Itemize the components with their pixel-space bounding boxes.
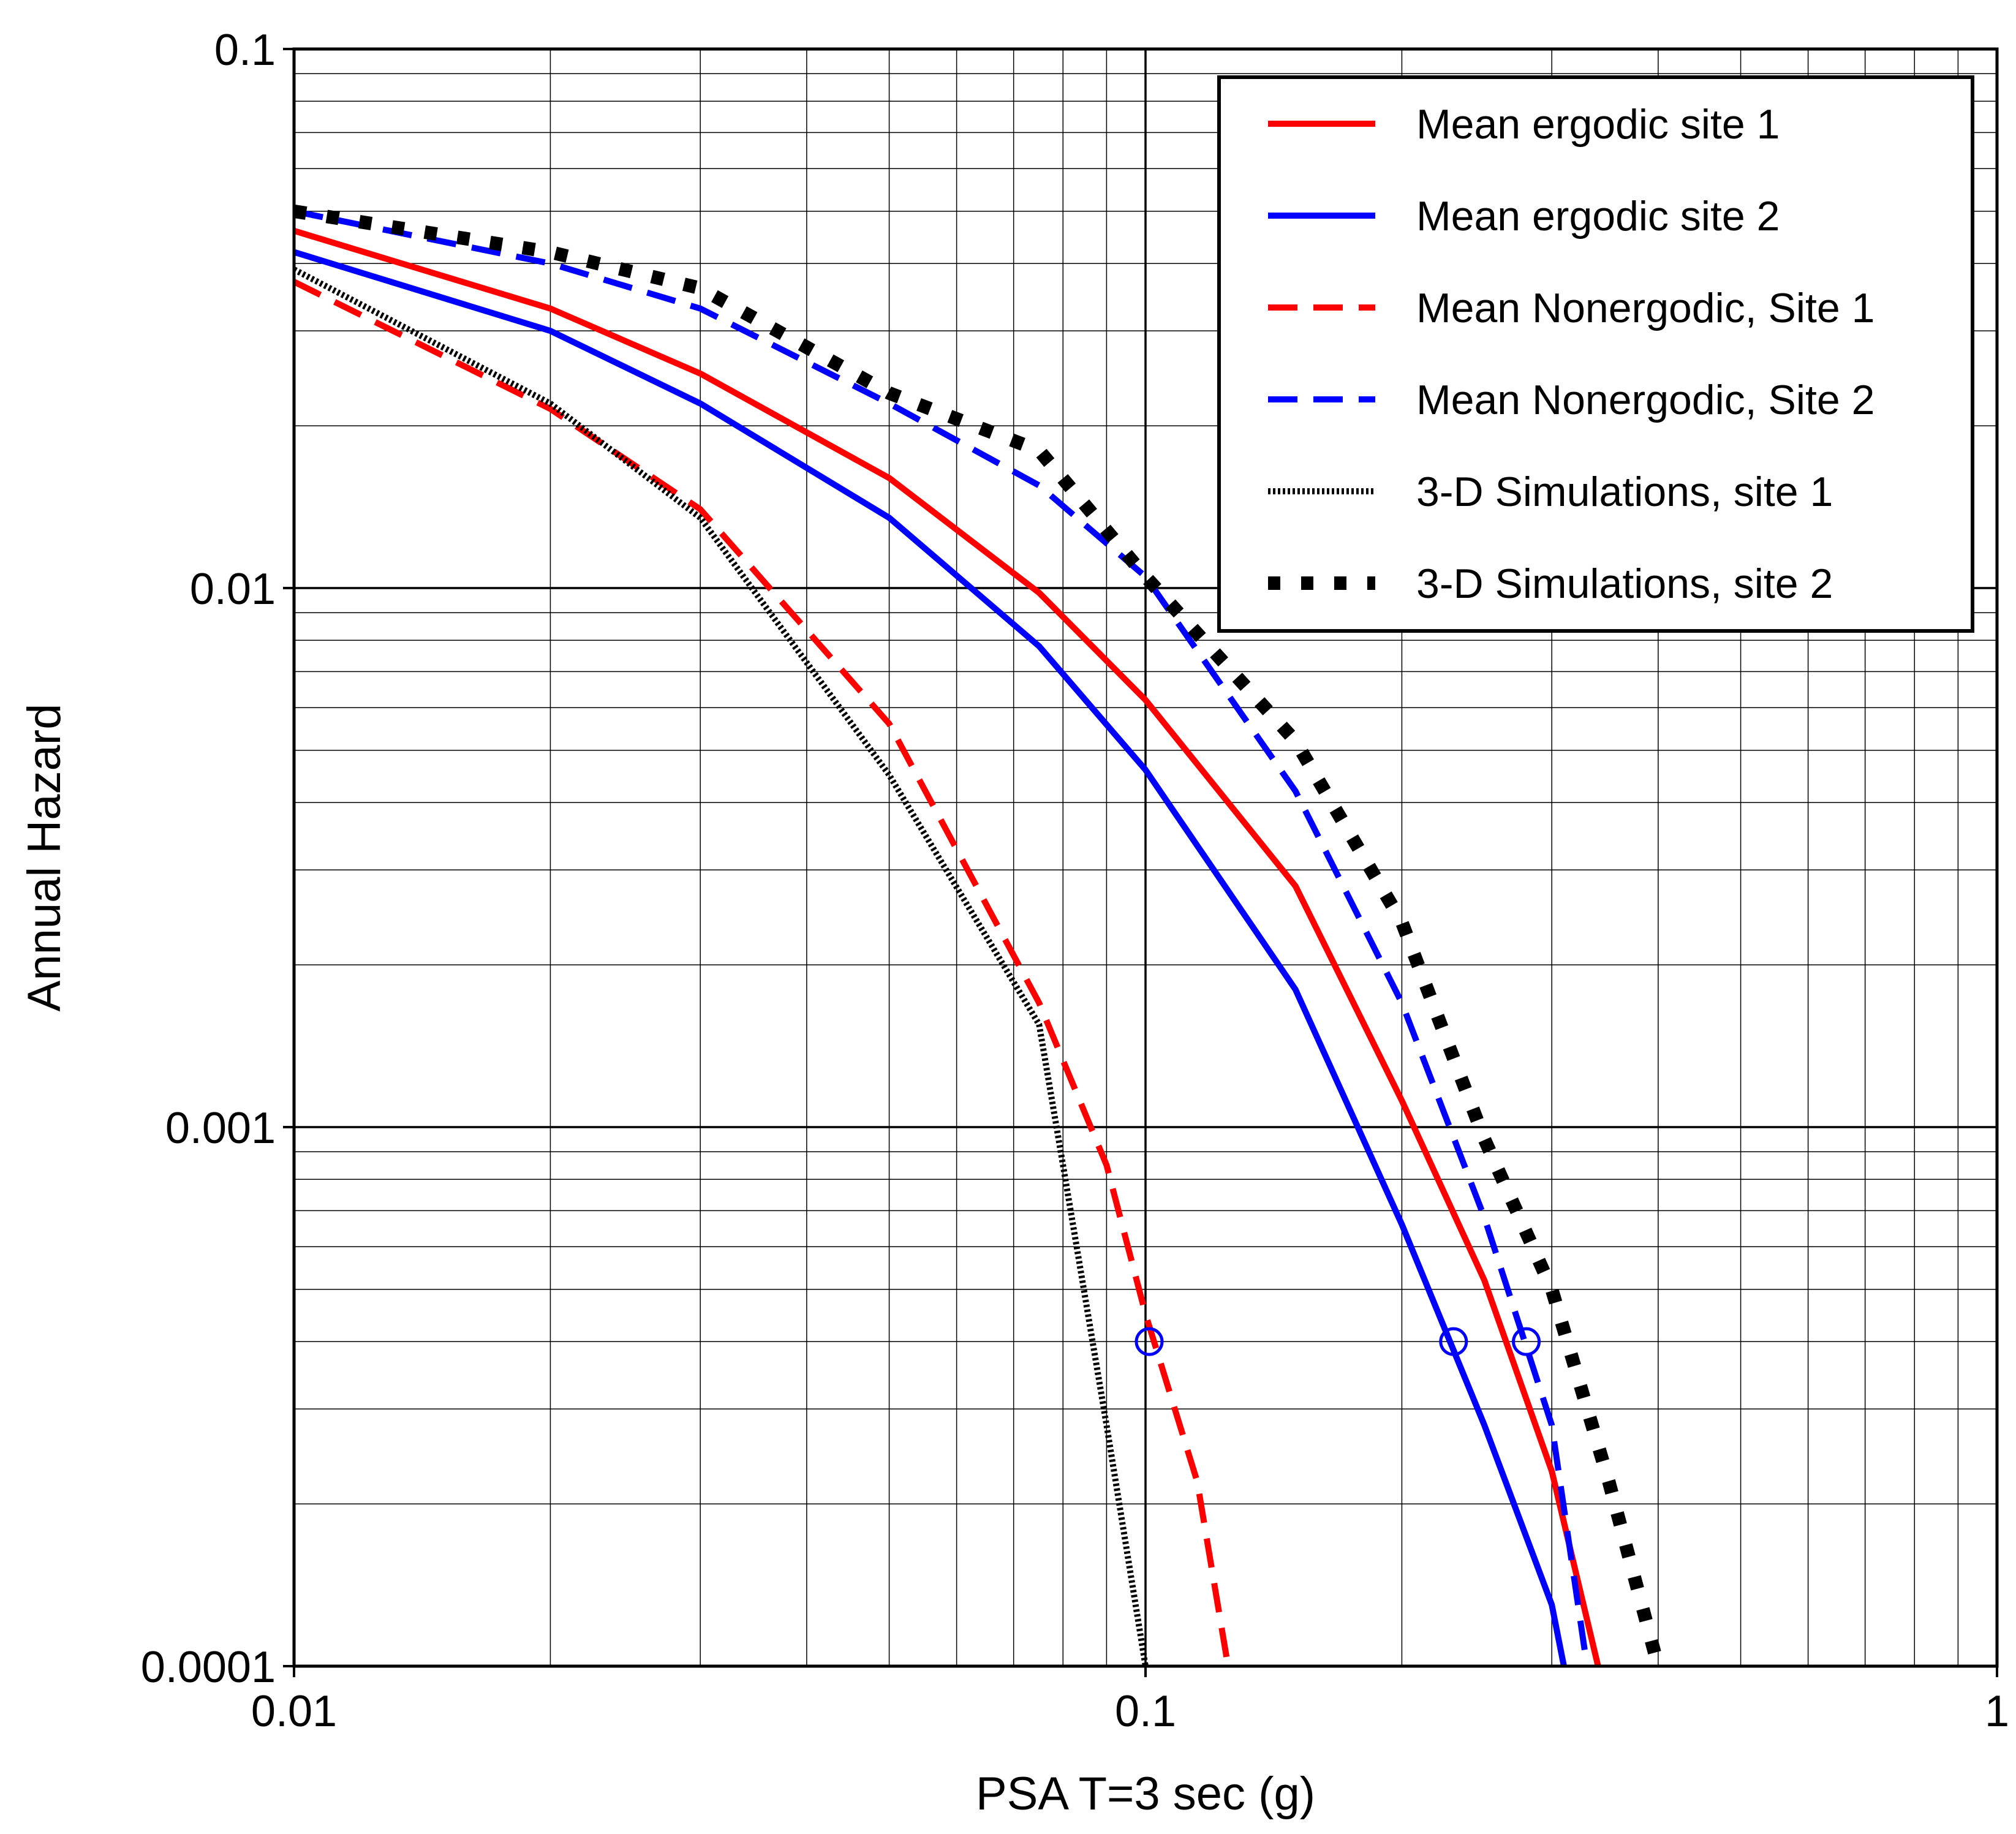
legend-label-4: Mean Nonergodic, Site 2 — [1416, 377, 1874, 423]
legend: Mean ergodic site 1 Mean ergodic site 2 Me… — [1217, 75, 1974, 633]
legend-label-6: 3-D Simulations, site 2 — [1416, 560, 1833, 607]
legend-label-1: Mean ergodic site 1 — [1416, 101, 1780, 148]
series-line-3 — [294, 279, 1231, 1666]
series-line-2 — [294, 249, 1567, 1666]
tick-labels: 0.01 0.1 1 0.1 0.01 0.001 0.0001 — [141, 26, 2009, 1736]
series-line-1 — [294, 227, 1601, 1666]
x-tick-label: 1 — [1985, 1687, 2009, 1736]
series-group — [294, 205, 1665, 1666]
marker-circle-1 — [1134, 1327, 1164, 1356]
x-tick-label: 0.1 — [1115, 1687, 1176, 1736]
series-line-5 — [294, 266, 1149, 1666]
x-axis-label: PSA T=3 sec (g) — [976, 1768, 1315, 1820]
legend-label-3: Mean Nonergodic, Site 1 — [1416, 285, 1874, 331]
legend-items: Mean ergodic site 1 Mean ergodic site 2 Me… — [1268, 101, 1874, 607]
x-tick-label: 0.01 — [251, 1687, 337, 1736]
y-tick-label: 0.01 — [190, 565, 276, 614]
marker-group — [1134, 1327, 1541, 1356]
y-tick-label: 0.0001 — [141, 1643, 276, 1692]
series-line-6 — [294, 205, 1665, 1666]
y-tick-label: 0.001 — [165, 1104, 276, 1153]
legend-box — [1217, 75, 1974, 633]
marker-circle-3 — [1512, 1327, 1541, 1356]
legend-label-2: Mean ergodic site 2 — [1416, 193, 1780, 240]
legend-label-5: 3-D Simulations, site 1 — [1416, 469, 1833, 515]
y-axis-label: Annual Hazard — [18, 704, 70, 1012]
marker-circle-2 — [1439, 1327, 1468, 1356]
series-line-4 — [294, 208, 1590, 1666]
y-tick-label: 0.1 — [214, 26, 276, 75]
